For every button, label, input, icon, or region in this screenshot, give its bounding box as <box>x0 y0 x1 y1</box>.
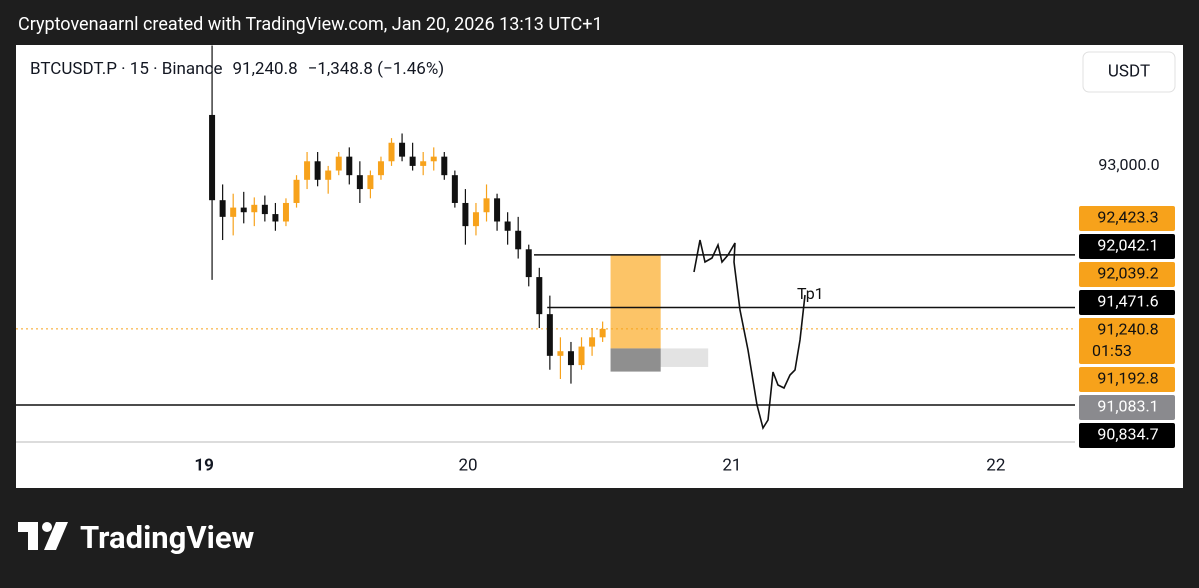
price-label-box <box>1079 290 1175 315</box>
price-label: 91,240.8 <box>1097 320 1158 339</box>
candle-body <box>515 230 522 250</box>
candle-body <box>430 156 437 162</box>
candle-body <box>399 142 406 157</box>
candle-body <box>451 175 458 203</box>
candle-body <box>293 179 300 203</box>
candle-body <box>472 212 479 227</box>
price-label: 91,471.6 <box>1097 292 1158 311</box>
last-price: 91,240.8 <box>232 59 297 79</box>
price-label: 91,192.8 <box>1097 369 1158 388</box>
symbol: BTCUSDT.P · 15 · Binance <box>30 59 222 79</box>
price-label-box <box>1079 206 1175 231</box>
logo-text: TradingView <box>80 519 255 556</box>
candle-body <box>230 207 237 217</box>
price-label: 92,039.2 <box>1097 264 1158 283</box>
chart-panel <box>16 45 1183 488</box>
y-tick-label: 93,000.0 <box>1098 155 1159 174</box>
countdown: 01:53 <box>1092 341 1132 360</box>
price-label: 92,042.1 <box>1097 236 1158 255</box>
candle-body <box>557 351 564 356</box>
change: −1,348.8 (−1.46%) <box>308 59 445 79</box>
candle-body <box>282 202 289 222</box>
credit: Cryptovenaarnl created with TradingView.… <box>18 14 603 35</box>
x-tick-label: 21 <box>722 455 741 475</box>
plot <box>16 45 1075 406</box>
price-label-box <box>1079 262 1175 287</box>
candle-body <box>209 114 216 201</box>
candle-body <box>494 198 501 222</box>
candle-body <box>388 142 395 162</box>
candle-body <box>546 314 553 356</box>
x-tick-label: 22 <box>986 455 1005 475</box>
logo-icon <box>18 522 68 550</box>
zone <box>653 348 709 367</box>
price-label-box <box>1079 234 1175 259</box>
candle-body <box>567 351 574 366</box>
candle-body <box>536 277 543 315</box>
candle-body <box>599 328 606 338</box>
price-label-box <box>1079 395 1175 420</box>
candle-body <box>314 161 321 180</box>
price-label: 92,423.3 <box>1097 208 1158 227</box>
candle-body <box>240 207 247 213</box>
candle-body <box>219 200 226 217</box>
candle-body <box>409 156 416 166</box>
candle-body <box>462 202 469 227</box>
candle-body <box>304 161 311 180</box>
drawn-path <box>693 239 806 430</box>
price-label-box <box>1079 367 1175 392</box>
stop-zone <box>610 348 661 372</box>
candle-body <box>589 337 596 347</box>
candle-body <box>346 156 353 176</box>
annotation: Tp1 <box>797 284 824 303</box>
legend: BTCUSDT.P · 15 · Binance 91,240.8 −1,348.8… <box>30 59 444 79</box>
price-label: 90,834.7 <box>1097 425 1158 444</box>
price-axis: 93,000.0 92,423.3 92,042.1 92,039.2 91,471.6… <box>1079 155 1175 448</box>
currency-button[interactable] <box>1082 51 1176 93</box>
candle-body <box>251 204 258 213</box>
candle-body <box>325 170 332 180</box>
x-tick-label: 19 <box>194 455 214 475</box>
candle-body <box>525 249 532 278</box>
candle-body <box>504 221 511 231</box>
price-label: 91,083.1 <box>1097 397 1158 416</box>
candle-body <box>261 204 268 215</box>
price-label-box <box>1079 318 1175 364</box>
candle-body <box>377 161 384 176</box>
candle-body <box>483 198 490 213</box>
candle-body <box>335 156 342 171</box>
candle-body <box>420 161 427 166</box>
x-tick-label: 20 <box>458 455 477 475</box>
currency[interactable]: USDT <box>1108 61 1150 81</box>
price-label-box <box>1079 423 1175 448</box>
candle-body <box>272 214 279 222</box>
candle-body <box>367 175 374 190</box>
candle-body <box>578 346 585 366</box>
target-zone <box>610 254 661 349</box>
candle-body <box>356 175 363 190</box>
candle-body <box>441 156 448 176</box>
